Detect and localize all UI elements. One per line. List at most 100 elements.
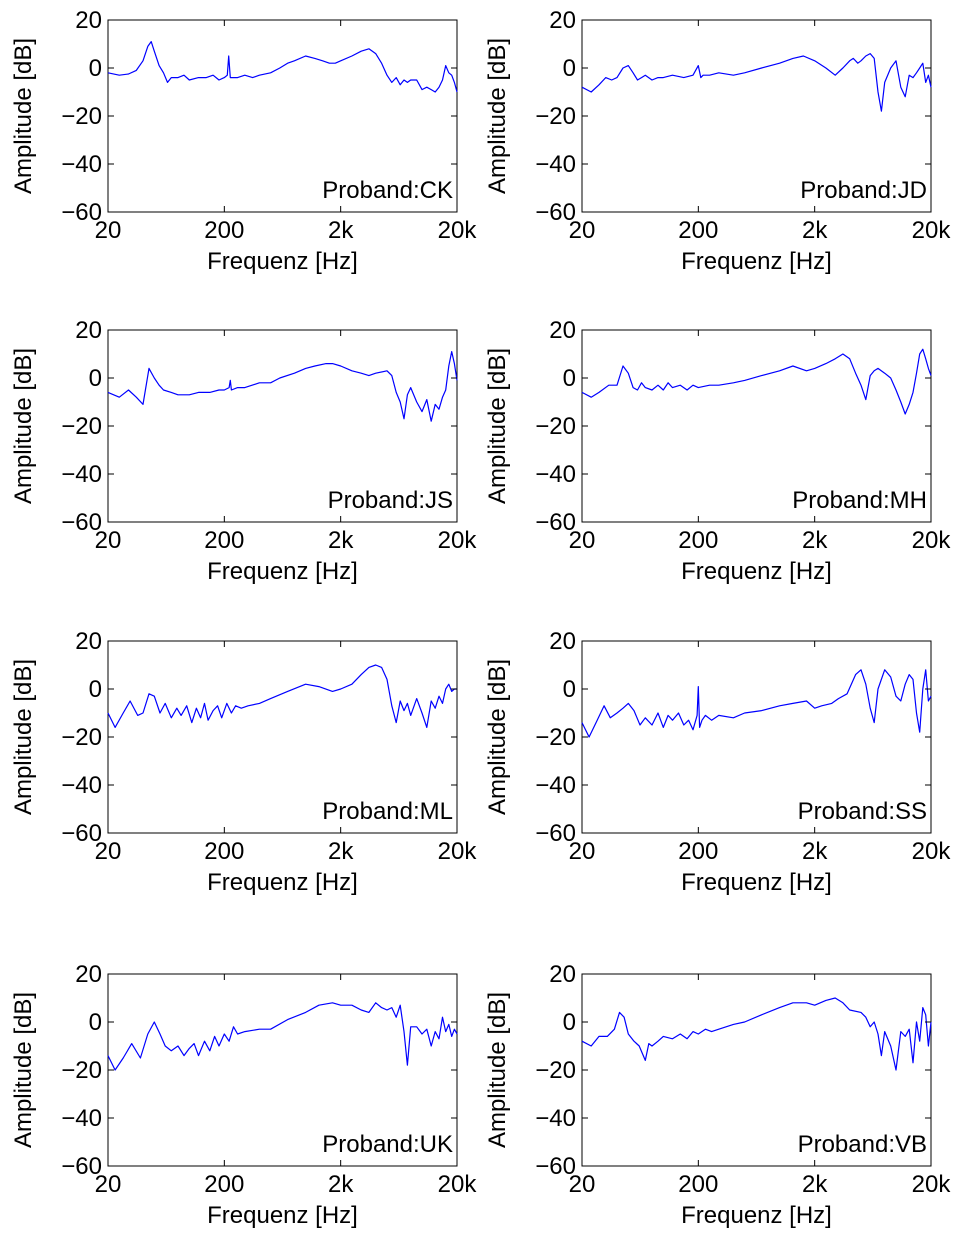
x-axis-label: Frequenz [Hz] xyxy=(207,1202,358,1229)
y-tick-label: 20 xyxy=(75,628,102,655)
y-tick-label: −60 xyxy=(61,1153,102,1180)
x-tick-label: 20 xyxy=(569,527,596,554)
y-tick-label: −40 xyxy=(61,151,102,178)
x-tick-label: 2k xyxy=(328,838,354,865)
x-tick-label: 2k xyxy=(802,838,828,865)
x-tick-label: 200 xyxy=(678,838,718,865)
x-axis-label: Frequenz [Hz] xyxy=(207,248,358,275)
y-tick-label: −20 xyxy=(61,103,102,130)
x-axis-label: Frequenz [Hz] xyxy=(207,558,358,585)
subject-annotation: Proband:SS xyxy=(798,798,927,825)
y-tick-label: −20 xyxy=(535,1057,576,1084)
x-tick-label: 20k xyxy=(438,217,478,244)
x-tick-label: 2k xyxy=(328,1171,354,1198)
y-tick-label: −40 xyxy=(535,772,576,799)
x-tick-label: 20 xyxy=(95,1171,122,1198)
y-tick-label: 20 xyxy=(75,961,102,988)
y-tick-label: −20 xyxy=(61,724,102,751)
y-axis-label: Amplitude [dB] xyxy=(484,348,511,504)
y-tick-label: −60 xyxy=(535,199,576,226)
x-tick-label: 2k xyxy=(328,217,354,244)
y-tick-label: −40 xyxy=(61,461,102,488)
x-tick-label: 20k xyxy=(438,527,478,554)
x-tick-label: 200 xyxy=(204,1171,244,1198)
y-tick-label: −60 xyxy=(61,509,102,536)
x-tick-label: 20 xyxy=(95,527,122,554)
x-axis-label: Frequenz [Hz] xyxy=(681,558,832,585)
series-line xyxy=(581,997,932,1071)
x-tick-label: 200 xyxy=(678,217,718,244)
x-tick-label: 20k xyxy=(912,527,952,554)
x-tick-label: 200 xyxy=(678,1171,718,1198)
y-tick-label: 0 xyxy=(563,55,576,82)
x-tick-label: 20 xyxy=(569,838,596,865)
y-axis-label: Amplitude [dB] xyxy=(484,38,511,194)
y-tick-label: 20 xyxy=(549,7,576,34)
y-tick-label: 0 xyxy=(563,365,576,392)
y-tick-label: −40 xyxy=(61,1105,102,1132)
x-tick-label: 200 xyxy=(204,527,244,554)
y-tick-label: −60 xyxy=(535,509,576,536)
y-axis-label: Amplitude [dB] xyxy=(10,992,37,1148)
x-tick-label: 20k xyxy=(438,838,478,865)
x-tick-label: 20 xyxy=(569,1171,596,1198)
y-tick-label: 0 xyxy=(563,1009,576,1036)
y-tick-label: −40 xyxy=(535,151,576,178)
y-tick-label: −20 xyxy=(61,413,102,440)
x-tick-label: 200 xyxy=(678,527,718,554)
x-tick-label: 20k xyxy=(438,1171,478,1198)
y-tick-label: 20 xyxy=(549,961,576,988)
subject-annotation: Proband:JS xyxy=(328,487,453,514)
x-tick-label: 20 xyxy=(569,217,596,244)
x-tick-label: 2k xyxy=(802,1171,828,1198)
series-line xyxy=(107,664,457,729)
y-tick-label: −60 xyxy=(535,820,576,847)
y-tick-label: 20 xyxy=(75,317,102,344)
series-line xyxy=(107,1002,458,1071)
x-axis-label: Frequenz [Hz] xyxy=(681,248,832,275)
subject-annotation: Proband:CK xyxy=(322,177,453,204)
y-tick-label: −60 xyxy=(535,1153,576,1180)
subject-annotation: Proband:JD xyxy=(800,177,927,204)
x-tick-label: 20 xyxy=(95,838,122,865)
y-tick-label: 20 xyxy=(549,317,576,344)
series-line xyxy=(581,52,932,112)
series-line xyxy=(581,348,932,415)
y-axis-label: Amplitude [dB] xyxy=(10,38,37,194)
y-tick-label: 0 xyxy=(89,365,102,392)
subject-annotation: Proband:UK xyxy=(322,1131,453,1158)
y-tick-label: −20 xyxy=(535,724,576,751)
y-axis-label: Amplitude [dB] xyxy=(484,659,511,815)
y-tick-label: 20 xyxy=(75,7,102,34)
y-tick-label: −20 xyxy=(535,103,576,130)
y-tick-label: −20 xyxy=(61,1057,102,1084)
x-tick-label: 200 xyxy=(204,838,244,865)
x-tick-label: 2k xyxy=(328,527,354,554)
y-tick-label: −40 xyxy=(535,461,576,488)
y-tick-label: −60 xyxy=(61,199,102,226)
y-tick-label: 0 xyxy=(89,55,102,82)
y-tick-label: −40 xyxy=(61,772,102,799)
y-axis-label: Amplitude [dB] xyxy=(10,348,37,504)
x-tick-label: 20k xyxy=(912,1171,952,1198)
y-tick-label: 0 xyxy=(89,1009,102,1036)
series-line xyxy=(107,40,458,93)
x-tick-label: 200 xyxy=(204,217,244,244)
x-axis-label: Frequenz [Hz] xyxy=(681,1202,832,1229)
y-tick-label: 20 xyxy=(549,628,576,655)
y-tick-label: 0 xyxy=(563,676,576,703)
y-tick-label: −60 xyxy=(61,820,102,847)
y-tick-label: −20 xyxy=(535,413,576,440)
series-line xyxy=(107,351,458,422)
y-tick-label: 0 xyxy=(89,676,102,703)
x-tick-label: 20k xyxy=(912,838,952,865)
x-tick-label: 20 xyxy=(95,217,122,244)
x-tick-label: 2k xyxy=(802,217,828,244)
subject-annotation: Proband:ML xyxy=(322,798,453,825)
